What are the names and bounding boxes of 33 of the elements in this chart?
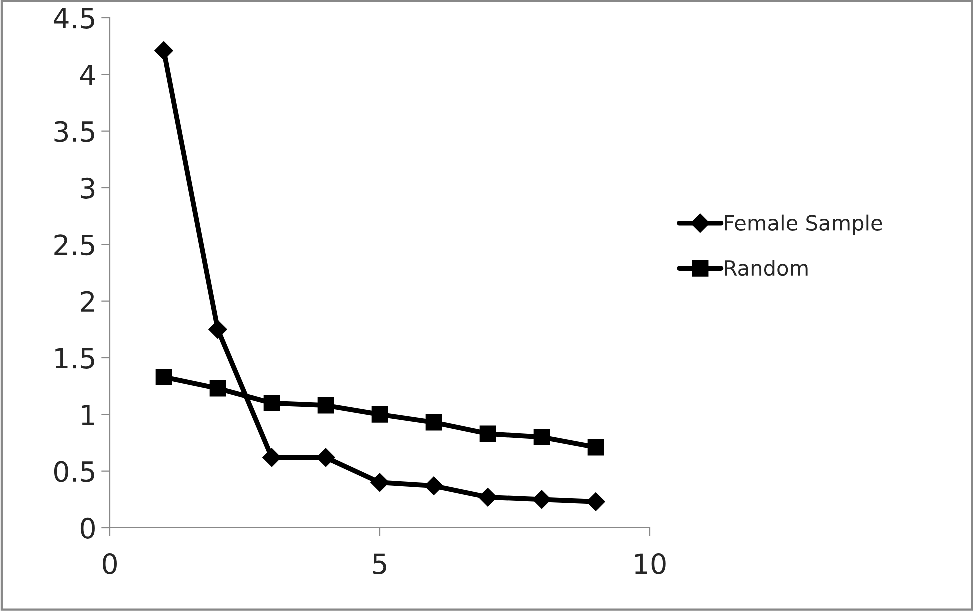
x-tick-label: 0 <box>102 553 117 574</box>
point <box>588 439 604 456</box>
y-tick-label: 4 <box>80 64 96 86</box>
point <box>424 476 444 496</box>
y-tick-label: 3.5 <box>54 121 94 142</box>
point <box>426 414 442 431</box>
y-tick-label: 2 <box>81 291 94 312</box>
point <box>532 490 552 510</box>
x-tick-label: 5 <box>373 554 386 574</box>
y-tick-label: 0 <box>80 518 95 539</box>
point <box>156 369 172 386</box>
x-tick-label: 10 <box>635 553 666 574</box>
y-tick-label: 2.5 <box>54 234 94 256</box>
point <box>154 42 174 60</box>
legend-label: Random <box>725 260 808 276</box>
y-tick-label: 0.5 <box>54 461 94 482</box>
point <box>262 448 282 468</box>
legend-label: Female Sample <box>725 214 882 235</box>
point <box>210 380 226 397</box>
y-tick-label: 4.5 <box>54 8 94 29</box>
y-tick-label: 3 <box>81 178 95 199</box>
point <box>478 488 498 507</box>
point <box>480 426 496 442</box>
point <box>316 448 336 468</box>
point <box>534 429 550 446</box>
point <box>318 397 334 414</box>
y-tick-label: 1 <box>82 404 94 426</box>
point <box>586 492 606 512</box>
y-tick-label: 1.5 <box>56 348 94 369</box>
point <box>372 406 388 423</box>
point <box>370 473 390 492</box>
point <box>264 395 280 412</box>
point <box>208 320 228 340</box>
